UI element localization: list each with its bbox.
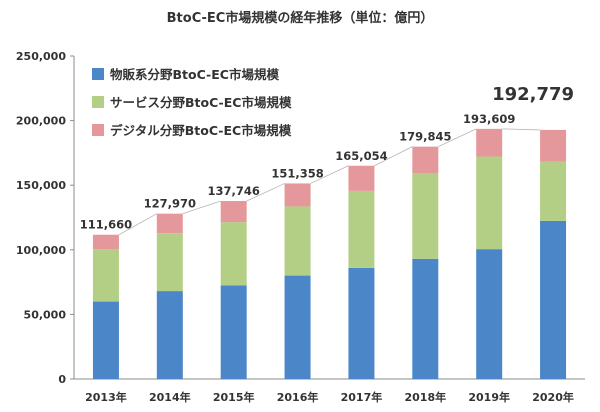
x-tick-label: 2015年 <box>213 390 255 404</box>
legend-swatch <box>92 68 104 80</box>
y-tick-label: 50,000 <box>24 308 67 321</box>
legend-swatch <box>92 124 104 136</box>
y-tick-label: 150,000 <box>16 179 66 192</box>
total-label-highlighted: 192,779 <box>492 84 574 105</box>
bar-segment-series-3 <box>348 165 375 191</box>
x-tick-label: 2020年 <box>532 390 574 404</box>
bar-segment-series-2 <box>156 233 183 292</box>
legend-label: デジタル分野BtoC-EC市場規模 <box>110 123 292 138</box>
bars <box>92 128 567 379</box>
legend-swatch <box>92 96 104 108</box>
bar-segment-series-1 <box>348 267 375 379</box>
bar-segment-series-1 <box>412 258 439 379</box>
bar-segment-series-2 <box>476 156 503 250</box>
bar-segment-series-3 <box>92 234 119 250</box>
total-label: 165,054 <box>335 149 387 163</box>
bar-segment-series-2 <box>348 190 375 268</box>
total-connector-line <box>438 128 477 148</box>
total-connector-line <box>246 183 285 202</box>
total-label: 151,358 <box>271 166 323 180</box>
x-tick-label: 2018年 <box>405 390 447 404</box>
bar-segment-series-1 <box>220 285 247 379</box>
bar-segment-series-3 <box>540 129 567 162</box>
bar-segment-series-1 <box>476 249 503 379</box>
total-connector-lines <box>118 128 541 236</box>
y-tick-label: 0 <box>58 373 66 386</box>
legend-label: サービス分野BtoC-EC市場規模 <box>110 95 292 110</box>
bar-segment-series-1 <box>540 220 567 379</box>
bar-segment-series-3 <box>412 146 439 173</box>
total-connector-line <box>118 213 158 236</box>
y-tick-label: 100,000 <box>16 244 66 257</box>
bar-segment-series-1 <box>284 275 311 379</box>
total-label: 111,660 <box>80 218 132 232</box>
bar-segment-series-2 <box>220 222 247 286</box>
bar-segment-series-3 <box>476 128 503 157</box>
total-labels: 111,660 127,970 137,746 151,358 165,054 179,8… <box>80 84 574 232</box>
x-tick-label: 2019年 <box>468 390 510 404</box>
bar-segment-series-2 <box>284 206 311 276</box>
total-label: 193,609 <box>463 112 515 126</box>
total-label: 137,746 <box>207 184 259 198</box>
bar-segment-series-1 <box>156 291 183 379</box>
x-tick-label: 2016年 <box>277 390 319 404</box>
total-connector-line <box>182 200 221 215</box>
total-label: 179,845 <box>399 130 451 144</box>
bar-segment-series-2 <box>412 172 439 259</box>
total-connector-line <box>374 146 413 167</box>
axes: 0 50,000 100,000 150,000 200,000 250,000 2013年… <box>16 50 585 404</box>
chart-title: BtoC-EC市場規模の経年推移（単位：億円） <box>167 10 434 26</box>
bar-segment-series-3 <box>156 213 183 234</box>
bar-segment-series-3 <box>220 201 247 223</box>
x-tick-label: 2017年 <box>341 390 383 404</box>
total-connector-line <box>310 165 349 184</box>
bar-segment-series-2 <box>92 249 119 302</box>
x-tick-label: 2013年 <box>85 390 127 404</box>
y-tick-label: 250,000 <box>16 50 66 63</box>
legend: 物販系分野BtoC-EC市場規模サービス分野BtoC-EC市場規模デジタル分野B… <box>92 67 292 138</box>
x-tick-label: 2014年 <box>149 390 191 404</box>
total-connector-line <box>502 128 541 131</box>
legend-label: 物販系分野BtoC-EC市場規模 <box>110 67 279 82</box>
bar-segment-series-2 <box>540 161 567 221</box>
y-tick-label: 200,000 <box>16 115 66 128</box>
bar-segment-series-3 <box>284 183 311 207</box>
total-label: 127,970 <box>144 197 196 211</box>
bar-segment-series-1 <box>92 301 119 379</box>
